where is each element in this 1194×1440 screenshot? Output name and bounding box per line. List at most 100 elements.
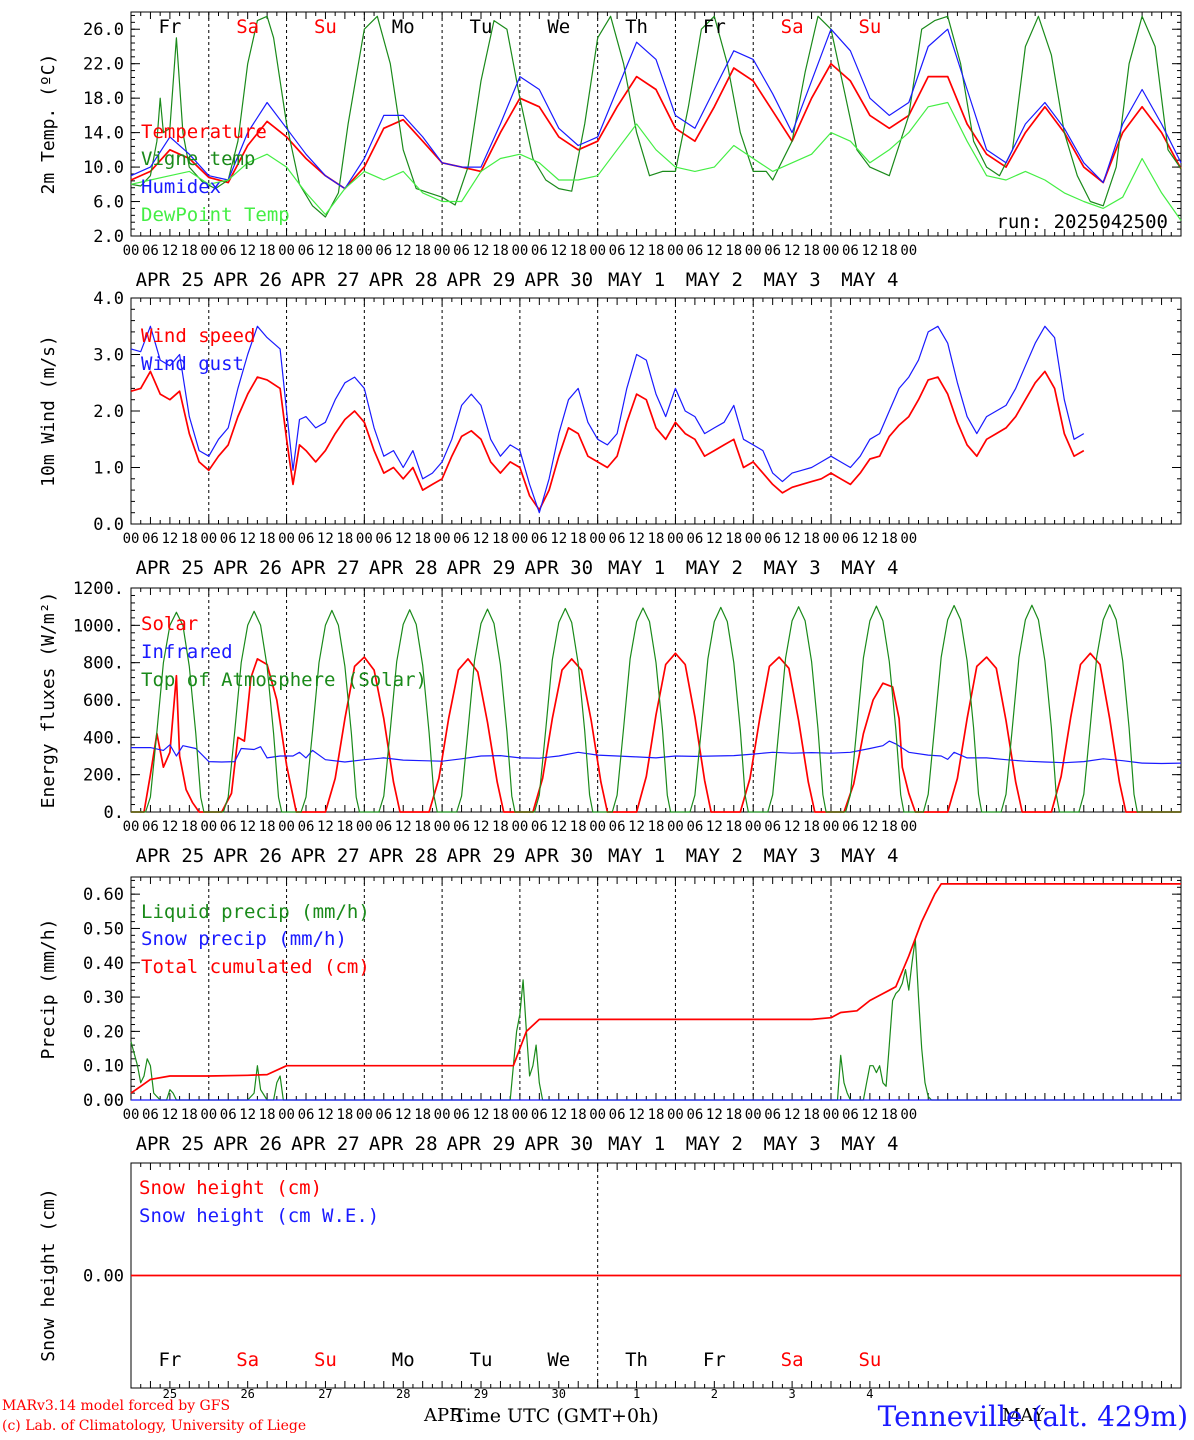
legend-entry: DewPoint Temp: [141, 204, 290, 226]
day-name-label: Su: [314, 16, 337, 38]
day-number-label: 28: [396, 1387, 410, 1401]
day-name-label: We: [547, 1349, 570, 1371]
hour-tick-label: 00: [745, 531, 762, 547]
y-tick-label: 18.0: [83, 89, 124, 109]
hour-tick-label: 18: [492, 531, 509, 547]
day-name-label: Su: [858, 1349, 881, 1371]
date-label: APR 27: [291, 1133, 360, 1155]
hour-tick-label: 00: [434, 243, 451, 259]
day-name-label: Sa: [236, 16, 259, 38]
hour-tick-label: 06: [298, 1107, 315, 1123]
y-axis-title: 10m Wind (m/s): [38, 335, 59, 487]
day-number-label: 3: [788, 1387, 795, 1401]
legend-entry: Total cumulated (cm): [141, 956, 370, 978]
hour-tick-label: 06: [842, 819, 859, 835]
hour-tick-label: 00: [356, 1107, 373, 1123]
y-tick-label: 0.0: [93, 515, 124, 535]
hour-tick-label: 06: [531, 243, 548, 259]
day-name-label: We: [547, 16, 570, 38]
hour-tick-label: 18: [881, 819, 898, 835]
hour-tick-label: 00: [900, 819, 917, 835]
date-label: APR 27: [291, 557, 360, 579]
legend-entry: Infrared: [141, 641, 233, 663]
hour-tick-label: 00: [200, 819, 217, 835]
date-label: APR 28: [369, 845, 438, 867]
hour-tick-label: 06: [142, 819, 159, 835]
date-label: APR 26: [213, 845, 282, 867]
date-label: MAY 4: [841, 845, 898, 867]
day-number-label: 2: [711, 1387, 718, 1401]
series-line-top-of-atmosphere-solar-: [131, 604, 1181, 813]
hour-tick-label: 00: [667, 243, 684, 259]
y-tick-label: 1000.: [73, 616, 124, 636]
hour-tick-label: 00: [123, 243, 140, 259]
legend-entry: Solar: [141, 613, 198, 635]
y-tick-label: 2.0: [93, 402, 124, 422]
date-label: APR 28: [369, 269, 438, 291]
hour-tick-label: 18: [881, 1107, 898, 1123]
legend-entry: Vigne temp: [141, 148, 255, 170]
day-name-label: Th: [625, 16, 648, 38]
day-name-label: Mo: [392, 16, 415, 38]
hour-tick-label: 06: [609, 243, 626, 259]
hour-tick-label: 12: [395, 243, 412, 259]
hour-tick-label: 00: [667, 1107, 684, 1123]
y-tick-label: 1.0: [93, 459, 124, 479]
y-tick-label: 0.40: [83, 954, 124, 974]
hour-tick-label: 18: [492, 1107, 509, 1123]
date-label: MAY 1: [608, 1133, 665, 1155]
hour-tick-label: 00: [823, 1107, 840, 1123]
hour-tick-label: 06: [298, 819, 315, 835]
legend-entry: Humidex: [141, 176, 221, 198]
hour-tick-label: 12: [473, 819, 490, 835]
day-number-label: 30: [552, 1387, 566, 1401]
hour-tick-label: 00: [200, 1107, 217, 1123]
model-credit-label: MARv3.14 model forced by GFS: [2, 1398, 231, 1414]
station-name-label: Tenneville (alt. 429m): [877, 1400, 1188, 1433]
day-name-label: Su: [858, 16, 881, 38]
hour-tick-label: 00: [745, 819, 762, 835]
date-label: APR 29: [447, 845, 516, 867]
date-label: MAY 3: [764, 557, 821, 579]
y-tick-label: 0.20: [83, 1022, 124, 1042]
y-tick-label: 2.0: [93, 227, 124, 247]
y-axis-title: Energy fluxes (W/m²): [38, 592, 59, 809]
hour-tick-label: 06: [531, 531, 548, 547]
hour-tick-label: 12: [239, 531, 256, 547]
x-axis-title: Time UTC (GMT+0h): [453, 1405, 659, 1427]
panel-1: [130, 11, 1182, 237]
legend-entry: Liquid precip (mm/h): [141, 901, 370, 923]
hour-tick-label: 18: [725, 243, 742, 259]
series-line-liquid-precip-mm-h-: [130, 938, 1181, 1101]
hour-tick-label: 00: [434, 531, 451, 547]
hour-tick-label: 12: [706, 1107, 723, 1123]
hour-tick-label: 18: [336, 1107, 353, 1123]
day-number-label: 26: [240, 1387, 254, 1401]
legend-entry: Temperature: [141, 121, 267, 143]
series-line-infrared: [131, 740, 1182, 765]
hour-tick-label: 06: [531, 1107, 548, 1123]
hour-tick-label: 12: [550, 1107, 567, 1123]
hour-tick-label: 00: [356, 819, 373, 835]
legend-entry: Snow precip (mm/h): [141, 928, 347, 950]
series-line-total-cumulated-cm-: [130, 883, 1181, 1094]
hour-tick-label: 06: [142, 531, 159, 547]
hour-tick-label: 06: [220, 1107, 237, 1123]
y-axis-title: Snow height (cm): [38, 1188, 59, 1361]
hour-tick-label: 00: [511, 243, 528, 259]
hour-tick-label: 12: [861, 819, 878, 835]
hour-tick-label: 12: [784, 243, 801, 259]
hour-tick-label: 00: [900, 1107, 917, 1123]
hour-tick-label: 12: [861, 243, 878, 259]
hour-tick-label: 00: [823, 243, 840, 259]
date-label: MAY 1: [608, 557, 665, 579]
hour-tick-label: 00: [589, 531, 606, 547]
hour-tick-label: 18: [881, 243, 898, 259]
hour-tick-label: 00: [200, 531, 217, 547]
hour-tick-label: 06: [142, 1107, 159, 1123]
hour-tick-label: 00: [589, 1107, 606, 1123]
hour-tick-label: 00: [356, 243, 373, 259]
hour-tick-label: 06: [609, 531, 626, 547]
y-tick-label: 0.00: [83, 1267, 124, 1287]
hour-tick-label: 18: [648, 243, 665, 259]
